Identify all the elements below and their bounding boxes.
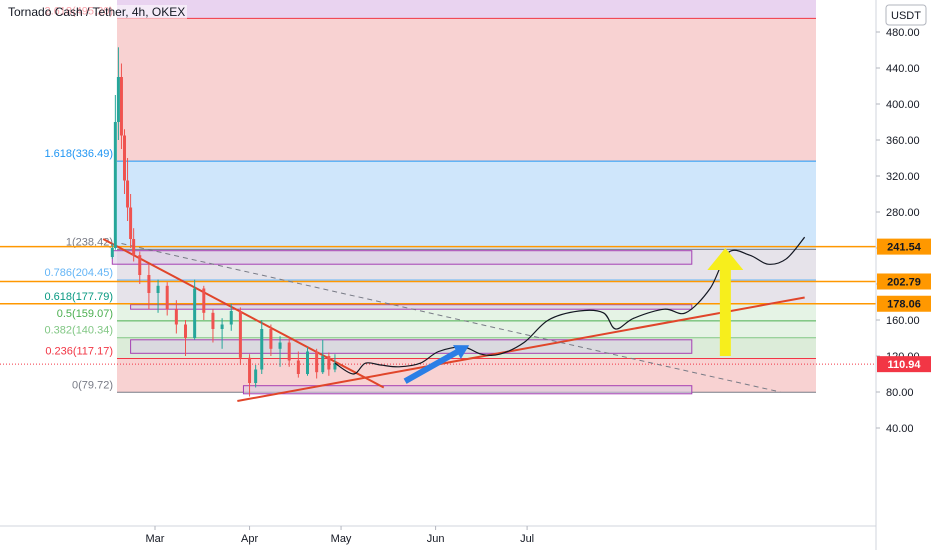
candle-body xyxy=(116,77,120,122)
candle-body xyxy=(184,324,187,338)
time-tick-label: Jun xyxy=(427,533,445,545)
candle-body xyxy=(165,285,169,310)
time-tick-label: Jul xyxy=(520,533,534,545)
price-badge-label: 241.54 xyxy=(887,242,922,254)
candle-body xyxy=(327,356,331,370)
price-tick-label: 160.00 xyxy=(886,315,920,327)
price-badge-label: 178.06 xyxy=(887,299,921,311)
candle-body xyxy=(138,255,142,275)
projection-arrow-blue xyxy=(403,345,470,384)
candle-body xyxy=(129,207,133,239)
range-box xyxy=(111,250,693,265)
candle-body xyxy=(278,342,282,349)
candle-body xyxy=(123,135,126,181)
candle-body xyxy=(220,324,224,329)
fib-label: 0.382(140.34) xyxy=(45,325,114,337)
price-badge xyxy=(877,295,931,312)
fib-label: 1.618(336.49) xyxy=(45,148,114,160)
price-badge-label: 110.94 xyxy=(887,359,921,371)
candle-body xyxy=(229,311,233,325)
candle-body xyxy=(156,285,160,293)
price-tick-label: 280.00 xyxy=(886,207,920,219)
price-badge xyxy=(877,356,931,373)
fib-zone-extension xyxy=(117,0,816,19)
dashed-trendline xyxy=(121,243,781,393)
candle-body xyxy=(306,351,309,374)
candle-body xyxy=(296,360,300,374)
candle-body xyxy=(248,357,252,383)
time-tick-label: May xyxy=(331,533,352,545)
candle-body xyxy=(132,239,136,256)
price-tick-label: 360.00 xyxy=(886,135,920,147)
price-tick-label: 320.00 xyxy=(886,171,920,183)
candle-body xyxy=(333,363,337,370)
fib-zone-blue xyxy=(117,161,816,250)
fib-label: 0.236(117.17) xyxy=(45,346,113,358)
price-tick-label: 40.00 xyxy=(886,423,914,435)
candle-body xyxy=(254,369,258,383)
fib-label: 1(238.42) xyxy=(66,236,113,248)
candle-body xyxy=(315,351,319,373)
fib-label: 0.786(204.45) xyxy=(45,267,114,279)
candle-body xyxy=(119,77,123,136)
range-box xyxy=(130,339,693,354)
price-tick-label: 400.00 xyxy=(886,99,920,111)
candle-body xyxy=(202,288,206,313)
candles xyxy=(110,47,337,397)
projection-arrow-yellow xyxy=(707,248,744,356)
fib-label: 0.618(177.79) xyxy=(45,291,114,303)
time-tick-label: Mar xyxy=(146,533,165,545)
price-badge xyxy=(877,273,931,290)
currency-button[interactable] xyxy=(885,4,927,26)
candle-body xyxy=(174,309,178,325)
fib-zone-top xyxy=(117,0,816,162)
candle-body xyxy=(193,288,197,338)
candle-body xyxy=(287,342,291,361)
range-box xyxy=(130,304,693,310)
candle-body xyxy=(211,312,215,329)
price-tick-label: 80.00 xyxy=(886,387,914,399)
range-box xyxy=(242,385,693,395)
candle-body xyxy=(238,311,242,358)
projection-path xyxy=(334,236,806,375)
candle-body xyxy=(113,122,117,248)
price-tick-label: 440.00 xyxy=(886,63,920,75)
price-tick-label: 480.00 xyxy=(886,27,920,39)
candle-body xyxy=(260,329,264,370)
candle-body xyxy=(126,180,130,208)
currency-button-label: USDT xyxy=(891,10,921,22)
trendline xyxy=(102,238,385,389)
candle-body xyxy=(110,248,114,257)
time-tick-label: Apr xyxy=(241,533,258,545)
price-badge-label: 202.79 xyxy=(887,276,921,288)
trendline xyxy=(237,296,805,402)
candle-body xyxy=(321,356,325,373)
candle-body xyxy=(147,275,151,293)
fib-label: 0(79.72) xyxy=(72,379,113,391)
candle-body xyxy=(269,329,273,349)
chart-title: Tornado Cash / Tether, 4h, OKEX xyxy=(6,5,188,19)
fib-label: 0.5(159.07) xyxy=(57,308,113,320)
price-badge xyxy=(877,238,931,255)
